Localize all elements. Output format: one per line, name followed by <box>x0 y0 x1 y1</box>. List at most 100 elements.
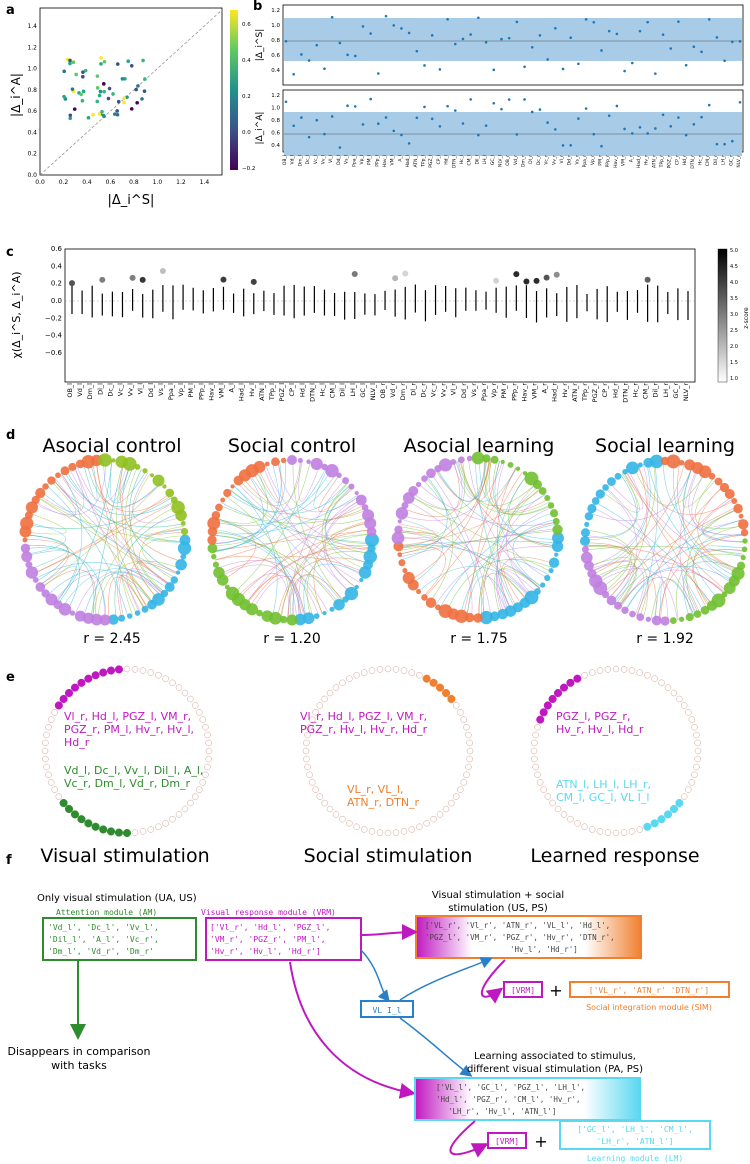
panel-e-node <box>202 723 209 731</box>
panel-b-xlabel: PGZ_l <box>428 155 434 168</box>
panel-b-bottom-point <box>307 135 311 139</box>
panel-b-top-point <box>669 47 673 50</box>
panel-e-node <box>612 829 620 837</box>
panel-d-edge <box>673 461 737 578</box>
panel-b-top-point <box>677 20 680 23</box>
panel-b-bottom-point <box>692 123 696 126</box>
panel-d-edge <box>219 504 366 524</box>
panel-a-xtick: 1.4 <box>200 179 210 186</box>
label-visual-stimulation: Visual stimulation <box>40 845 209 867</box>
panel-e-node <box>155 671 162 679</box>
panel-a-scatter: 0.0 0.2 0.4 0.6 0.8 1.0 1.2 1.4 0.0 0.2 0.4 0.6 0.8… <box>9 7 223 208</box>
panel-d-node <box>21 551 33 563</box>
panel-e-node <box>196 786 203 793</box>
panel-b-top-point <box>569 36 573 40</box>
panel-b-xlabel: CM_l <box>467 155 473 166</box>
panel-e-node <box>460 716 468 723</box>
panel-d-edge <box>692 534 745 609</box>
panel-a-point <box>81 89 86 94</box>
panel-d-node <box>45 593 58 606</box>
panel-d-node <box>450 458 457 465</box>
panel-e-magenta-text: Hd_r <box>64 736 90 749</box>
panel-b-bottom-point <box>407 142 411 145</box>
panel-b-xlabel: Vv_r <box>551 155 557 165</box>
panel-d-node <box>175 558 187 571</box>
am-box <box>42 917 197 961</box>
panel-c-xlabel: GC_r <box>672 383 680 399</box>
panel-e-node <box>312 786 319 793</box>
panel-e-node <box>77 678 86 687</box>
panel-d-edge <box>83 572 163 618</box>
panel-d-edge <box>592 463 685 575</box>
panel-d-edge <box>436 458 488 502</box>
panel-d-edge <box>496 493 546 614</box>
panel-d-edge <box>225 495 292 620</box>
panel-d-edge <box>439 512 554 609</box>
panel-d-edge <box>141 525 184 581</box>
panel-c-xlabel: Vd_r <box>389 383 397 398</box>
panel-e-node <box>691 771 698 779</box>
panel-b-top-point <box>623 69 626 73</box>
panel-e-node <box>199 716 207 723</box>
panel-b-xlabel: OB_l <box>282 155 288 165</box>
plus-1: + <box>549 981 562 1000</box>
panel-c-xlabel: PPp_l <box>197 383 205 400</box>
panel-e-node <box>326 689 334 697</box>
panel-e-node <box>534 771 541 779</box>
panel-c-xlabel: PGZ_r <box>591 383 599 403</box>
panel-e-node <box>465 731 472 739</box>
panel-d-edge <box>119 568 171 618</box>
panel-d-edge <box>144 528 185 536</box>
panel-a-point <box>101 113 106 118</box>
panel-b-bottom-point <box>438 125 442 128</box>
panel-d-edge <box>212 534 339 606</box>
learning-line-1: ['VL_l', 'GC_l', 'PGZ_l', 'LH_l', <box>436 1083 585 1092</box>
panel-d-node <box>391 531 405 545</box>
panel-a-point <box>68 58 72 63</box>
panel-d-node <box>149 473 155 478</box>
panel-d-node <box>60 466 70 476</box>
panel-b-bottom-point <box>654 127 657 130</box>
panel-b-top-point <box>515 20 519 24</box>
panel-d-edge <box>57 460 113 605</box>
panel-b-xlabel: CM_r <box>705 155 711 166</box>
panel-d-edge <box>466 460 501 618</box>
panel-e-node <box>531 755 538 763</box>
panel-label-f: f <box>6 853 12 868</box>
panel-e-node <box>604 829 612 836</box>
panel-b-bottom-point <box>361 123 365 126</box>
panel-e-node <box>139 828 147 835</box>
panel-a-point <box>99 62 103 66</box>
panel-d-node <box>35 582 46 592</box>
panel-e-node <box>175 684 183 691</box>
panel-b-xlabel: Hd_r <box>682 155 688 165</box>
panel-d-edge <box>32 493 171 575</box>
panel-a-point <box>136 84 140 88</box>
label-learned-response: Learned response <box>530 845 699 867</box>
panel-d-edge <box>455 461 517 502</box>
panel-e-node <box>187 695 194 703</box>
panel-e-node <box>620 829 628 836</box>
panel-d-edge <box>492 460 551 515</box>
panel-a-ytick: 0.2 <box>27 151 37 158</box>
panel-e-node <box>422 674 431 683</box>
panel-b-xlabel: Vv_l <box>320 155 326 164</box>
panel-e-magenta-text: Hv_r, Hv_l, Hd_r <box>556 723 644 736</box>
panel-b-xlabel: Dc_l <box>305 155 311 164</box>
panel-d-edge <box>399 530 558 555</box>
panel-d-r-value: r = 1.75 <box>450 631 508 647</box>
panel-a-xtick: 1.2 <box>176 179 186 186</box>
panel-d-edge <box>409 495 551 572</box>
panel-e-node <box>536 715 545 724</box>
panel-d-node <box>507 461 514 468</box>
panel-e-node <box>670 689 678 697</box>
panel-e-node <box>47 779 55 786</box>
learning-line-2: 'Hd_l', 'PGZ_r', 'CM_l', 'Hv_r', <box>436 1095 581 1104</box>
panel-b-bottom-point <box>353 105 357 108</box>
panel-b-xlabel: GC_l <box>490 155 496 165</box>
panel-d-edge <box>459 523 557 617</box>
panel-d-edge <box>463 471 523 617</box>
panel-d-edge <box>437 468 558 540</box>
panel-e-node <box>680 793 688 800</box>
panel-d-node <box>415 481 422 488</box>
